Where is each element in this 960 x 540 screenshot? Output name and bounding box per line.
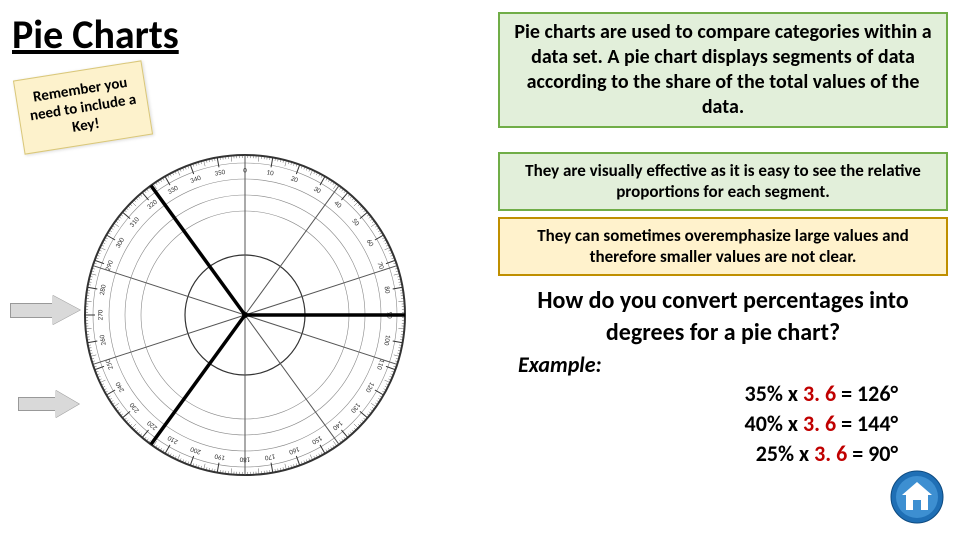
svg-text:270: 270 [96, 309, 105, 320]
calc-line: 35% x 3. 6 = 126° [498, 379, 948, 409]
definition-box: Pie charts are used to compare categorie… [498, 12, 948, 128]
example-label: Example: [498, 350, 948, 380]
disadvantage-box: They can sometimes overemphasize large v… [498, 217, 948, 276]
svg-text:100: 100 [382, 334, 393, 346]
svg-text:350: 350 [214, 167, 226, 178]
svg-text:170: 170 [264, 452, 276, 463]
page-title: Pie Charts [12, 10, 179, 59]
svg-text:280: 280 [97, 283, 108, 295]
pointer-arrow [18, 390, 80, 418]
home-icon[interactable] [890, 470, 944, 524]
conversion-example: How do you convert percentages into degr… [498, 285, 948, 469]
calc-line: 25% x 3. 6 = 90° [498, 439, 948, 469]
calc-line: 40% x 3. 6 = 144° [498, 409, 948, 439]
sticky-note-key: Remember you need to include a Key! [13, 60, 153, 154]
advantage-box: They are visually effective as it is eas… [498, 152, 948, 211]
svg-text:260: 260 [97, 334, 108, 346]
conversion-question: How do you convert percentages into degr… [498, 285, 948, 350]
svg-text:190: 190 [213, 452, 225, 463]
protractor-diagram: 0102030405060708090100110120130140150160… [80, 150, 410, 480]
pointer-arrow [10, 295, 80, 325]
